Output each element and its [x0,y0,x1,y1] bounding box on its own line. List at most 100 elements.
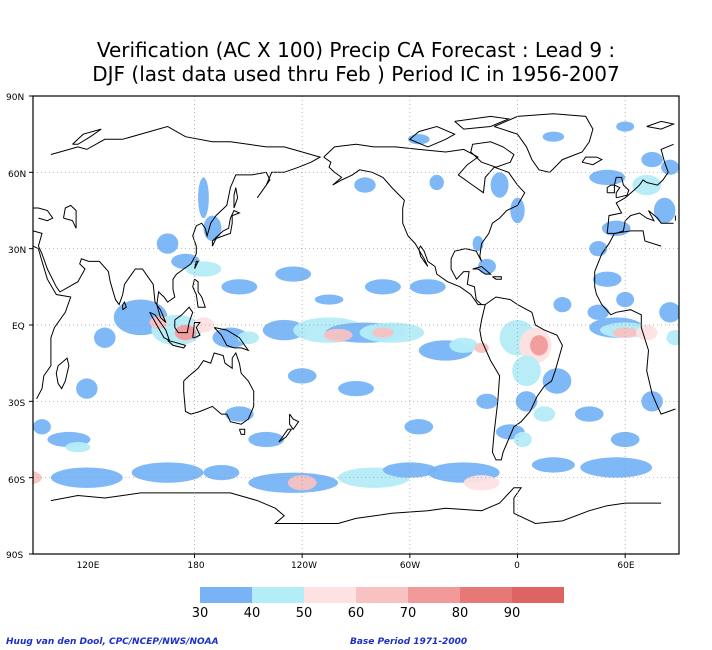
skill-patch [287,368,317,384]
legend-label: 30 [192,606,209,621]
skill-patch [372,327,394,338]
coastline [233,187,239,209]
coastline [213,327,250,352]
color-legend: 30 40 50 60 70 80 90 [192,587,564,621]
lon-label-0: 0 [514,561,520,571]
coastline [55,357,70,390]
coastline [323,143,526,306]
coastline [613,176,630,199]
skill-patch [94,327,116,348]
legend-swatch [252,587,304,603]
skill-patch [610,431,640,448]
skill-patch [542,131,565,142]
lat-label-90s: 90S [6,551,23,561]
lat-label-30n: 30N [8,246,26,256]
skill-patch [574,406,604,422]
lat-label-90n: 90N [6,93,24,103]
skill-patch [476,393,498,409]
skill-patch [533,406,556,422]
skill-patch [589,169,626,186]
title-line-2: DJF (last data used thru Feb ) Period IC… [92,62,620,86]
skill-patch [531,457,575,473]
coastline [192,322,201,339]
coastline [606,184,615,194]
lat-label-eq: EQ [12,322,25,332]
lat-label-60n: 60N [8,170,26,180]
coastline [183,351,255,425]
legend-swatch [356,587,408,603]
title-line-1: Verification (AC X 100) Precip CA Foreca… [96,38,616,62]
coastline [167,339,187,349]
legend-label: 90 [504,606,521,621]
skill-patch [409,279,446,295]
coastline [278,428,293,443]
skill-patch [515,391,538,412]
skill-patch [225,406,254,422]
skill-patch [248,431,285,448]
lon-label-60e: 60E [617,561,634,571]
anomaly-correlation-shading [33,121,679,493]
coastline [72,128,102,145]
skill-patch [530,335,549,356]
lat-label-30s: 30S [8,399,25,409]
lon-label-60w: 60W [400,561,420,571]
coastline [470,141,515,168]
lon-label-120e: 120E [77,561,100,571]
legend-label: 80 [452,606,469,621]
skill-patch [474,342,489,353]
skill-patch [490,172,509,198]
skill-patch [589,241,608,257]
author-credit: Huug van den Dool, CPC/NCEP/NWS/NOAA [6,637,219,647]
coastline [594,230,662,272]
skill-patch [382,462,437,478]
legend-swatch [304,587,356,603]
coastline [174,306,194,334]
skill-patch [192,317,215,333]
skill-patch [616,121,635,132]
skill-patch [429,174,444,191]
coastline [33,207,54,222]
skill-patch [542,368,572,394]
coastline [63,204,77,229]
coastline [581,156,603,166]
legend-label: 50 [296,606,313,621]
skill-patch [587,304,610,320]
skill-patch [237,331,260,345]
lon-label-180: 180 [187,561,204,571]
skill-patch [592,271,622,287]
skill-patch [65,442,91,453]
skill-patch [580,457,653,478]
skill-patch [275,266,312,282]
skill-patch [198,177,209,219]
skill-patch [50,467,123,488]
skill-patch [323,328,353,342]
chart-title: Verification (AC X 100) Precip CA Foreca… [0,38,712,86]
skill-patch [212,327,249,348]
coastline [33,245,72,400]
skill-patch [33,419,51,435]
coastline [238,428,246,435]
coastline [211,209,241,247]
coastline [302,487,662,525]
legend-label: 40 [244,606,261,621]
skill-patch [510,197,525,224]
coastline [607,210,674,234]
base-period-note: Base Period 1971-2000 [350,637,468,647]
coastline [122,301,127,311]
skill-patch [616,291,635,308]
skill-patch [666,330,679,346]
skill-patch [156,233,179,254]
legend-swatch [512,587,564,603]
legend-label: 70 [400,606,417,621]
coastline [194,260,199,270]
skill-patch [478,258,496,275]
coastline [454,115,511,130]
coastline [594,271,676,415]
skill-patch [203,464,240,481]
skill-patch [76,378,98,399]
skill-patch [512,355,541,387]
skill-patch [404,419,434,435]
map-frame [32,95,680,555]
coastlines [33,113,676,525]
